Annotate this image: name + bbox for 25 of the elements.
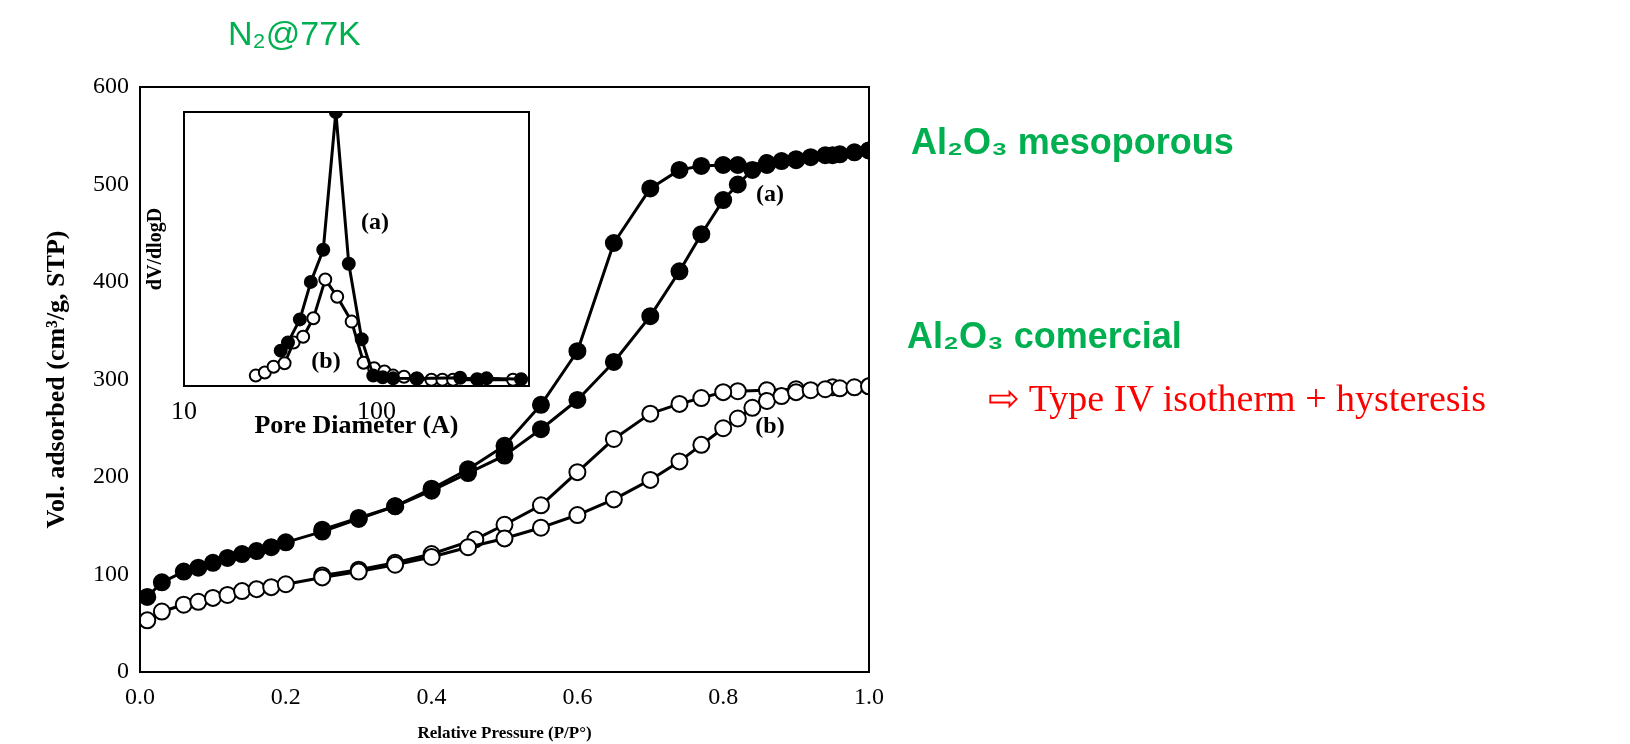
- y-axis-title: Vol. adsorbed (cm³/g, STP): [41, 230, 71, 529]
- x-tick-label: 0.2: [270, 682, 301, 709]
- x-tick-label: 0.6: [562, 682, 593, 709]
- text: ⇨ Type IV isotherm + hysteresis: [988, 376, 1486, 420]
- y-tick-label: 500: [93, 169, 129, 196]
- y-tick-label: 100: [93, 559, 129, 586]
- y-tick-label: 200: [93, 462, 129, 489]
- annotation: (b): [311, 346, 341, 374]
- x-tick-label: 0.8: [708, 682, 739, 709]
- y-tick-label: 400: [93, 267, 129, 294]
- y-tick-label: 600: [93, 72, 129, 99]
- annotation: (b): [755, 411, 785, 439]
- y-tick-label: 300: [93, 364, 129, 391]
- x-tick-label: 1.0: [854, 682, 884, 709]
- x-tick-label: 0.4: [416, 682, 447, 709]
- chart-title: N₂@77K: [228, 14, 361, 53]
- annotation: (a): [756, 179, 784, 207]
- annotation: Al₂O₃ comercial: [907, 315, 1182, 357]
- x-tick-label: 0.0: [125, 682, 155, 709]
- x-axis-title: Relative Pressure (P/P°): [417, 723, 592, 743]
- y-tick-label: 0: [117, 657, 129, 684]
- annotation: Al₂O₃ mesoporous: [911, 121, 1234, 163]
- annotation: (a): [361, 207, 389, 235]
- y-axis-title: dV/dlogD: [143, 207, 167, 291]
- x-tick-label: 10: [171, 396, 197, 426]
